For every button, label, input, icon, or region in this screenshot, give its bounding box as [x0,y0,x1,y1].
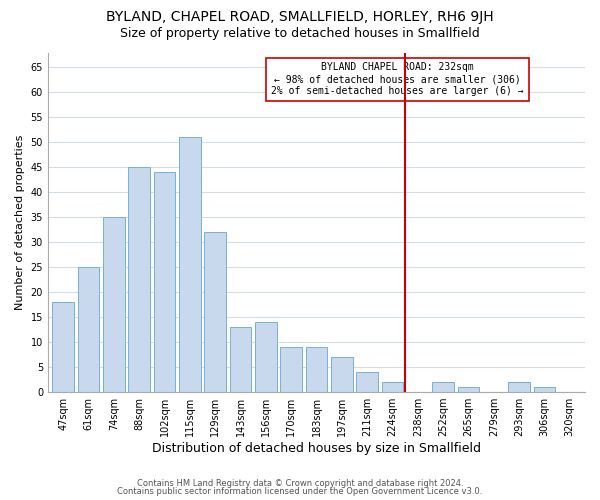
Bar [52,302,74,392]
Bar [179,138,200,392]
Bar [433,382,454,392]
Bar [508,382,530,392]
Bar [154,172,175,392]
Bar [331,357,353,392]
Text: BYLAND, CHAPEL ROAD, SMALLFIELD, HORLEY, RH6 9JH: BYLAND, CHAPEL ROAD, SMALLFIELD, HORLEY,… [106,10,494,24]
Text: Contains HM Land Registry data © Crown copyright and database right 2024.: Contains HM Land Registry data © Crown c… [137,478,463,488]
Bar [77,267,99,392]
Bar [533,387,555,392]
Text: Contains public sector information licensed under the Open Government Licence v3: Contains public sector information licen… [118,487,482,496]
Bar [230,327,251,392]
Y-axis label: Number of detached properties: Number of detached properties [15,134,25,310]
Bar [255,322,277,392]
Text: BYLAND CHAPEL ROAD: 232sqm
← 98% of detached houses are smaller (306)
2% of semi: BYLAND CHAPEL ROAD: 232sqm ← 98% of deta… [271,62,524,96]
Bar [382,382,403,392]
X-axis label: Distribution of detached houses by size in Smallfield: Distribution of detached houses by size … [152,442,481,455]
Text: Size of property relative to detached houses in Smallfield: Size of property relative to detached ho… [120,28,480,40]
Bar [128,168,150,392]
Bar [356,372,378,392]
Bar [458,387,479,392]
Bar [280,347,302,392]
Bar [205,232,226,392]
Bar [103,218,125,392]
Bar [305,347,327,392]
